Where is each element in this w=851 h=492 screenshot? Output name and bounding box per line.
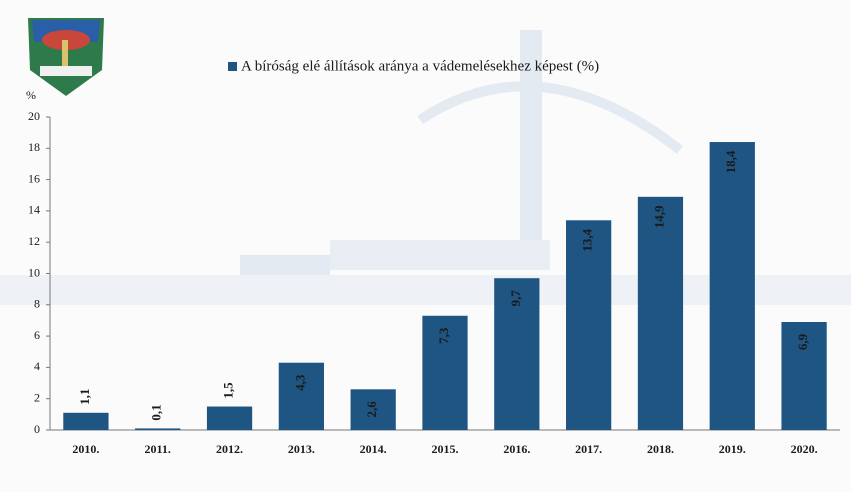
- bar: [135, 428, 181, 430]
- y-tick-label: 12: [28, 234, 40, 248]
- bar: [206, 406, 253, 430]
- bar: [781, 322, 827, 430]
- value-label: 4,3: [292, 374, 307, 391]
- y-tick-label: 2: [34, 390, 40, 404]
- value-label: 13,4: [580, 228, 595, 251]
- value-label: 1,5: [221, 382, 236, 399]
- watermark: [0, 30, 851, 305]
- value-label: 0,1: [149, 404, 164, 420]
- y-tick-label: 16: [28, 171, 40, 185]
- bar: [709, 142, 755, 431]
- x-tick-label: 2019.: [719, 442, 746, 456]
- bar: [63, 412, 109, 430]
- value-label: 9,7: [508, 290, 523, 307]
- value-label: 1,1: [77, 389, 92, 405]
- x-tick-label: 2014.: [360, 442, 387, 456]
- value-label: 14,9: [651, 205, 666, 228]
- y-tick-label: 0: [34, 422, 40, 436]
- bar: [422, 315, 468, 430]
- legend-label: A bíróság elé állítások aránya a vádemel…: [241, 58, 599, 74]
- bar: [494, 278, 540, 430]
- x-tick-label: 2010.: [72, 442, 99, 456]
- y-axis-label: %: [26, 88, 36, 102]
- bar: [350, 389, 396, 430]
- y-tick-label: 10: [28, 265, 40, 279]
- logo: [28, 18, 104, 96]
- y-tick-label: 18: [28, 140, 40, 154]
- x-tick-label: 2018.: [647, 442, 674, 456]
- y-tick-label: 14: [28, 203, 40, 217]
- x-tick-label: 2011.: [145, 442, 171, 456]
- bar: [278, 362, 324, 430]
- bar: [566, 220, 612, 430]
- y-tick-label: 8: [34, 297, 40, 311]
- y-tick-label: 20: [28, 109, 40, 123]
- x-tick-label: 2016.: [503, 442, 530, 456]
- bar: [637, 196, 684, 430]
- y-tick-label: 6: [34, 328, 40, 342]
- legend-marker: [228, 62, 237, 71]
- x-tick-label: 2017.: [575, 442, 602, 456]
- x-tick-label: 2015.: [432, 442, 459, 456]
- value-label: 2,6: [364, 401, 379, 418]
- x-tick-label: 2012.: [216, 442, 243, 456]
- value-label: 18,4: [723, 150, 738, 173]
- y-tick-label: 4: [34, 359, 40, 373]
- value-label: 6,9: [795, 333, 810, 350]
- x-tick-label: 2013.: [288, 442, 315, 456]
- x-tick-label: 2020.: [791, 442, 818, 456]
- value-label: 7,3: [436, 327, 451, 344]
